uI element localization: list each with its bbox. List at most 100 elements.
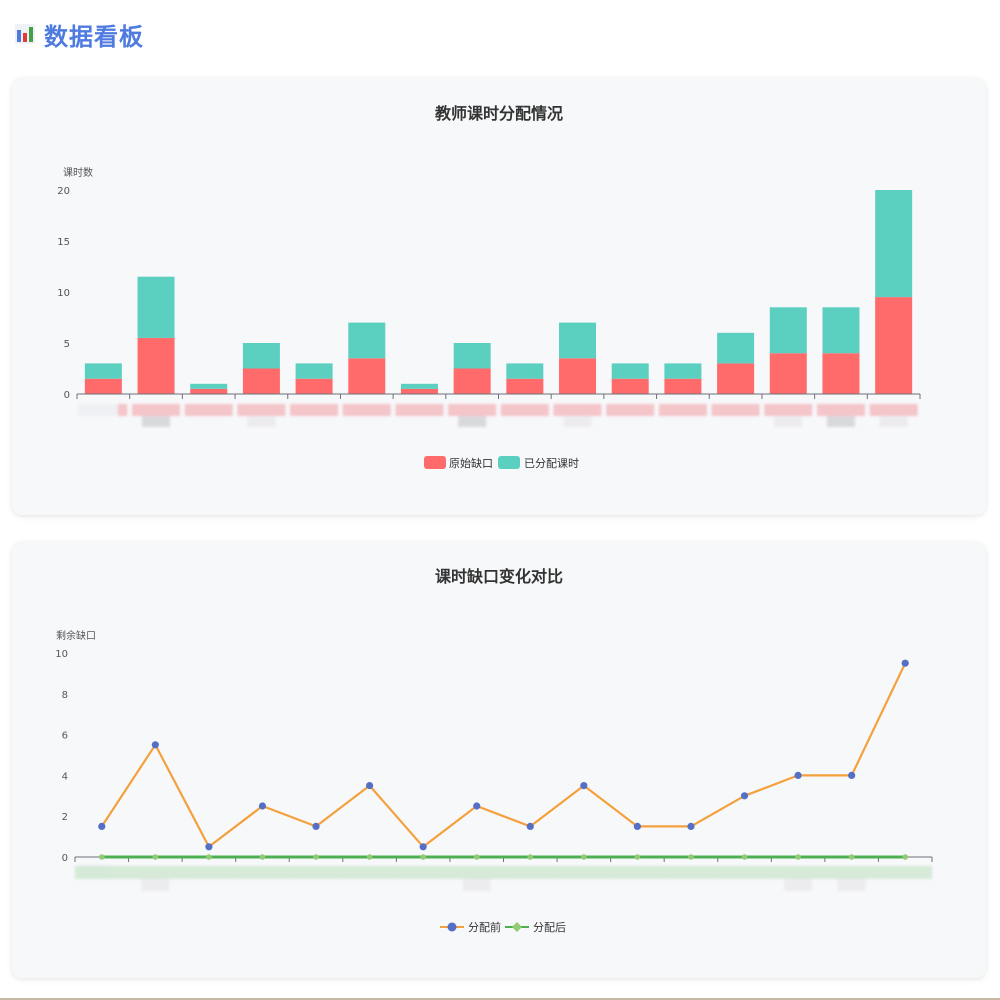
data-point-before	[365, 782, 374, 790]
x-tick-label	[816, 404, 865, 416]
x-tick-label-fragment	[879, 416, 908, 427]
y-tick-label: 6	[62, 731, 68, 742]
y-tick-label: 2	[62, 812, 68, 823]
x-tick-label-fragment	[141, 879, 170, 891]
data-point-after	[206, 854, 212, 860]
x-tick-label	[235, 866, 290, 879]
chart-legend: 原始缺口 已分配课时	[424, 456, 579, 470]
bar-segment-original-gap	[875, 297, 913, 394]
x-tick-label-fragment	[142, 416, 171, 427]
y-tick-label: 4	[62, 771, 68, 782]
x-tick-label	[500, 404, 549, 416]
data-point-before	[687, 822, 695, 830]
data-point-after	[98, 854, 105, 860]
x-tick-label	[711, 404, 760, 416]
bar-segment-allocated	[559, 322, 597, 359]
y-tick-label: 5	[64, 339, 70, 350]
x-tick-label	[289, 866, 344, 879]
bar-segment-allocated	[875, 190, 913, 298]
stacked-bar-chart: 课时数 0 5 10 15 20 原始缺口 已分配课时	[57, 166, 921, 470]
x-category-labels-obscured	[74, 865, 933, 891]
x-tick-label	[610, 866, 665, 879]
series-line-before	[100, 662, 907, 848]
data-point-after	[634, 854, 641, 860]
y-tick-label: 15	[57, 237, 70, 248]
bar-segment-allocated	[822, 307, 860, 354]
legend-label: 分配前	[468, 920, 501, 934]
x-category-labels-obscured	[78, 404, 918, 427]
data-point-after	[741, 854, 748, 860]
x-tick-label	[449, 866, 504, 879]
legend-marker-before	[447, 922, 457, 932]
bar-segment-allocated	[717, 332, 755, 364]
bar-segment-allocated	[190, 383, 228, 389]
x-tick-label	[771, 866, 826, 879]
legend-label: 原始缺口	[449, 456, 493, 470]
bar-segment-original-gap	[453, 368, 491, 394]
legend-marker-after	[512, 922, 522, 932]
y-tick-label: 0	[62, 853, 68, 864]
data-point-after	[581, 854, 587, 860]
data-point-before	[205, 843, 213, 851]
bar-segment-allocated	[348, 322, 386, 359]
bar-segment-original-gap	[84, 378, 122, 394]
x-tick-label	[395, 404, 444, 416]
bar-segment-allocated	[611, 363, 649, 379]
data-point-before	[794, 771, 802, 779]
bar-chart-icon	[15, 24, 35, 44]
data-point-before	[258, 802, 267, 810]
x-tick-label	[181, 866, 236, 879]
data-point-after	[848, 854, 855, 860]
data-point-before	[98, 822, 106, 830]
data-point-after	[688, 854, 694, 860]
x-tick-label	[606, 404, 655, 416]
data-point-after	[259, 854, 266, 860]
x-tick-label	[184, 404, 233, 416]
data-point-before	[740, 792, 749, 800]
x-tick-label	[556, 866, 611, 879]
footer-divider	[0, 998, 1000, 1000]
y-tick-label: 8	[62, 690, 68, 701]
data-point-before	[580, 782, 588, 790]
page-title: 数据看板	[44, 22, 144, 51]
x-tick-label	[878, 866, 933, 879]
bar-segment-original-gap	[822, 353, 860, 394]
y-tick-label: 0	[64, 390, 70, 401]
x-tick-label-fragment	[563, 416, 592, 427]
bar-segment-original-gap	[506, 378, 544, 394]
x-tick-label	[553, 404, 602, 416]
bar-segment-original-gap	[611, 378, 649, 394]
legend-label: 分配后	[533, 921, 566, 934]
data-point-after	[473, 854, 480, 860]
x-tick-label	[342, 404, 391, 416]
x-tick-label-fragment	[774, 416, 803, 427]
bar-segment-original-gap	[295, 378, 333, 394]
bar-segment-allocated	[400, 383, 438, 389]
data-point-before	[312, 822, 320, 830]
page-header: 数据看板	[14, 16, 144, 52]
bar-segment-allocated	[453, 343, 491, 369]
bar-segment-original-gap	[242, 368, 280, 394]
bar-segment-allocated	[137, 276, 175, 338]
x-tick-label	[503, 866, 558, 879]
data-point-before	[848, 771, 856, 779]
legend-swatch-original-gap	[424, 456, 446, 469]
x-tick-label	[764, 404, 813, 416]
chart-title: 课时缺口变化对比	[434, 567, 563, 586]
data-point-before	[633, 822, 642, 830]
bar-segment-original-gap	[400, 388, 438, 394]
bar-segment-allocated	[84, 363, 122, 379]
bar-segment-original-gap	[664, 378, 702, 394]
x-tick-label	[128, 866, 183, 879]
bar-segment-allocated	[295, 363, 333, 379]
x-tick-label	[396, 866, 451, 879]
data-point-before	[473, 802, 481, 810]
x-tick-label	[74, 866, 129, 879]
bar-segment-allocated	[506, 363, 544, 379]
data-point-after	[313, 854, 319, 860]
data-point-after	[527, 854, 534, 860]
y-tick-label: 10	[57, 288, 70, 299]
bar-chart-card: 教师课时分配情况 课时数 0 5 10 15 20 原始缺口 已分配课时	[12, 78, 986, 515]
data-point-before	[901, 659, 909, 667]
legend-swatch-allocated	[498, 456, 520, 469]
